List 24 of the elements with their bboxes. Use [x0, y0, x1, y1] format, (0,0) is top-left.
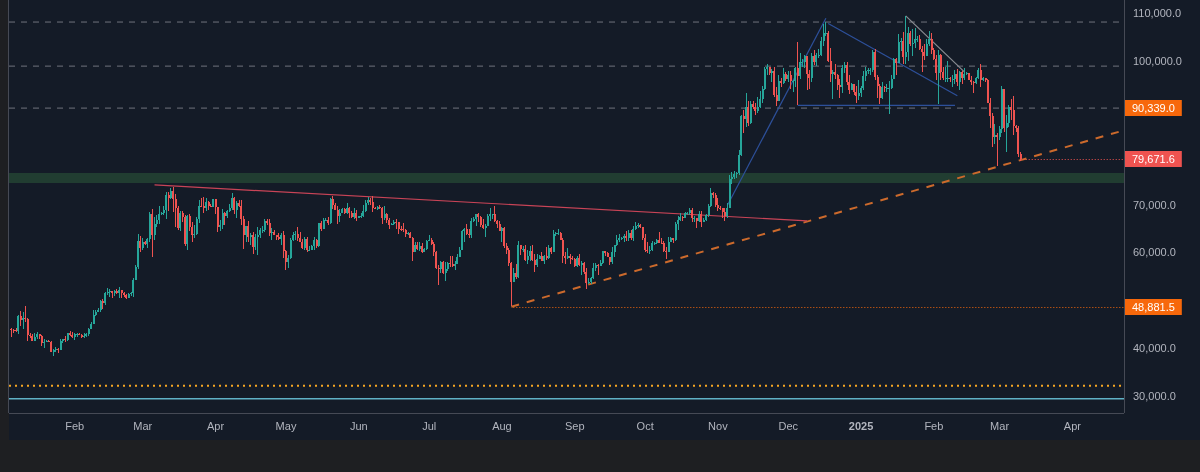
annotation: 79,671.6	[1132, 152, 1175, 165]
x-tick-label: Dec	[778, 419, 799, 432]
y-tick-label: 70,000.0	[1133, 198, 1176, 211]
y-tick-label: 110,000.0	[1133, 6, 1182, 19]
x-tick-label: May	[275, 419, 297, 432]
x-tick-label: Mar	[990, 419, 1010, 432]
x-tick-label: Apr	[1063, 419, 1082, 432]
x-tick-label: Apr	[207, 419, 225, 432]
y-tick-label: 100,000.0	[1133, 54, 1182, 67]
ref-line-label: 90,339.0	[1132, 101, 1175, 114]
x-tick-label: Jun	[349, 419, 368, 432]
y-tick-label: 30,000.0	[1133, 390, 1176, 403]
y-tick-label: 60,000.0	[1133, 246, 1176, 259]
annotation: 48,881.5	[1132, 300, 1175, 313]
x-tick-label: Sep	[564, 419, 585, 432]
x-tick-label: Aug	[492, 419, 512, 432]
y-tick-label: 40,000.0	[1133, 342, 1176, 355]
x-tick-label: Feb	[65, 419, 85, 432]
x-tick-label: Mar	[133, 419, 153, 432]
x-tick-label: Jul	[422, 419, 437, 432]
x-tick-label: 2025	[848, 419, 874, 432]
x-tick-label: Nov	[708, 419, 729, 432]
x-tick-label: Feb	[924, 419, 944, 432]
x-tick-label: Oct	[636, 419, 654, 432]
